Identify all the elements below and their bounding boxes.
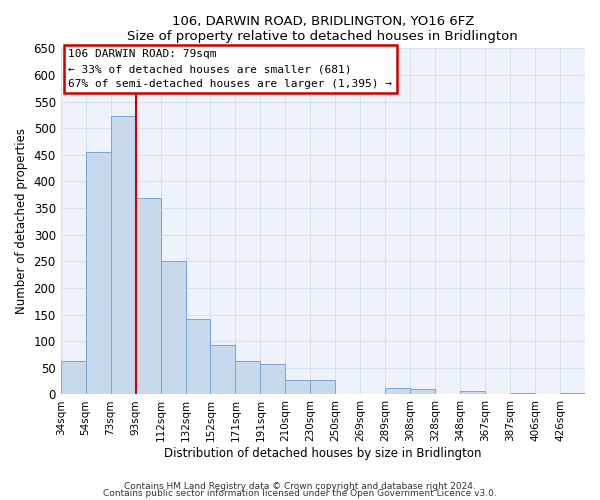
Bar: [110, 116, 136, 394]
Title: 106, DARWIN ROAD, BRIDLINGTON, YO16 6FZ
Size of property relative to detached ho: 106, DARWIN ROAD, BRIDLINGTON, YO16 6FZ …: [127, 15, 518, 43]
X-axis label: Distribution of detached houses by size in Bridlington: Distribution of detached houses by size …: [164, 447, 482, 460]
Bar: [510, 393, 535, 394]
Bar: [185, 319, 211, 394]
Text: Contains public sector information licensed under the Open Government Licence v3: Contains public sector information licen…: [103, 490, 497, 498]
Bar: [286, 380, 310, 394]
Bar: [460, 390, 485, 394]
Bar: [385, 388, 410, 394]
Text: 106 DARWIN ROAD: 79sqm
← 33% of detached houses are smaller (681)
67% of semi-de: 106 DARWIN ROAD: 79sqm ← 33% of detached…: [68, 50, 392, 89]
Bar: [161, 262, 185, 394]
Bar: [310, 380, 335, 394]
Bar: [211, 345, 235, 395]
Bar: [260, 364, 286, 394]
Text: Contains HM Land Registry data © Crown copyright and database right 2024.: Contains HM Land Registry data © Crown c…: [124, 482, 476, 491]
Bar: [61, 362, 86, 394]
Bar: [235, 362, 260, 394]
Y-axis label: Number of detached properties: Number of detached properties: [15, 128, 28, 314]
Bar: [86, 152, 110, 394]
Bar: [136, 198, 161, 394]
Bar: [410, 389, 435, 394]
